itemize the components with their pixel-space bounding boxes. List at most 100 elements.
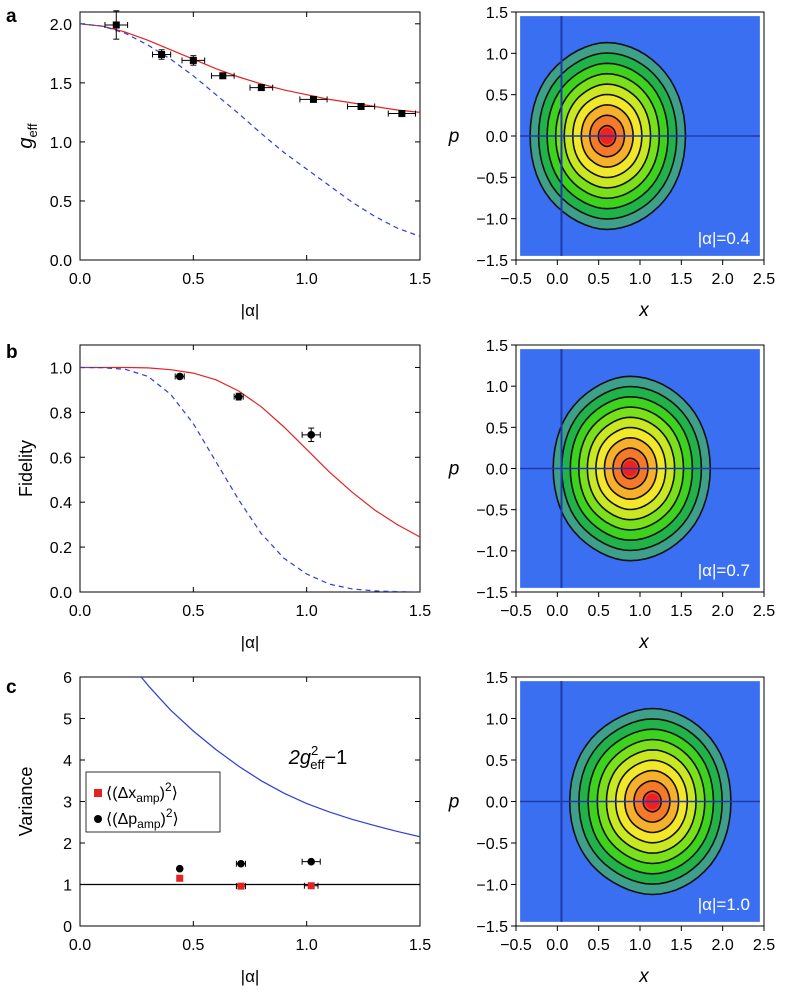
alpha-annotation: |α|=1.0 <box>698 895 750 914</box>
y-tick-label: −1.0 <box>476 212 508 229</box>
legend-marker-square <box>94 789 102 797</box>
y-tick-label: 0.0 <box>50 253 72 270</box>
x-tick-label: 0.0 <box>546 603 568 620</box>
x-tick-label: 0.0 <box>546 937 568 954</box>
series-line-theory <box>80 366 420 538</box>
y-axis-label: p <box>448 792 460 813</box>
legend-label-end: ⟩ <box>172 785 178 802</box>
panel-b: b 0.0 0.5 1.0 1.5 0.0 0.2 0.4 0.6 0.8 1.0 |α| Fideli… <box>6 342 431 652</box>
plot-frame <box>79 344 421 593</box>
data-point-circle <box>237 859 245 868</box>
x-tick-label: 1.5 <box>670 937 692 954</box>
y-tick-label: −0.5 <box>476 503 508 520</box>
wigner-panel-1: −0.5 0.0 0.5 1.0 1.5 2.0 2.5 −1.5 −1.0 −0.5 0.0 0.5… <box>448 5 776 321</box>
legend-label-post: ) <box>161 811 166 828</box>
series-line-classical <box>80 23 420 237</box>
legend: ⟨(Δxamp)2⟩⟨(Δpamp)2⟩ <box>85 771 221 833</box>
series-group <box>80 677 420 886</box>
y-tick-label: 2.0 <box>50 17 72 34</box>
data-point-circle <box>307 431 316 439</box>
y-tick-label: −1.5 <box>476 253 508 270</box>
y-tick-label: −0.5 <box>476 170 508 187</box>
legend-label-sub: amp <box>137 817 161 831</box>
y-axis-label-sub: eff <box>25 123 40 138</box>
panel-label: a <box>6 6 17 27</box>
y-tick-label: 1.5 <box>50 76 72 93</box>
legend-label: ⟨(Δpamp)2⟩ <box>106 806 179 831</box>
y-tick-label: 0.0 <box>486 462 508 479</box>
y-axis-label: Variance <box>16 767 36 837</box>
y-tick-label: 1.0 <box>50 135 72 152</box>
y-tick-label: 1.5 <box>486 338 508 355</box>
x-tick-label: 0.5 <box>588 603 610 620</box>
x-axis-label: x <box>638 966 650 987</box>
x-tick-label: −0.5 <box>500 603 532 620</box>
x-axis-label: x <box>638 632 650 653</box>
x-axis-label: x <box>638 300 650 321</box>
x-tick-label: 1.5 <box>409 271 431 288</box>
y-tick-label: −1.5 <box>476 919 508 936</box>
y-tick-label: 0.6 <box>50 450 72 467</box>
plot-frame <box>79 11 421 261</box>
panel-label: c <box>6 677 17 698</box>
data-point-circle <box>175 864 184 873</box>
y-axis-label-main: Fidelity <box>16 440 36 497</box>
y-tick-label: 0.5 <box>486 420 508 437</box>
curve-label: 2g2 eff−1 <box>288 743 348 772</box>
x-tick-label: 2.5 <box>753 271 775 288</box>
data-point-square <box>398 110 406 118</box>
x-tick-label: 2.0 <box>712 603 734 620</box>
y-tick-label: 0.0 <box>50 585 72 602</box>
series-line-2g_eff^2-1 <box>140 677 420 838</box>
y-axis-label: geff <box>15 123 40 149</box>
x-tick-label: 1.0 <box>296 271 318 288</box>
x-tick-label: 0.0 <box>69 271 91 288</box>
y-tick-label: −1.5 <box>476 585 508 602</box>
y-tick-label: −1.0 <box>476 878 508 895</box>
wigner-panel-2: −0.5 0.0 0.5 1.0 1.5 2.0 2.5 −1.5 −1.0 −0.5 0.0 0.5… <box>448 338 776 653</box>
x-tick-label: 1.5 <box>409 603 431 620</box>
y-tick-label: 0.8 <box>50 405 72 422</box>
x-tick-label: 1.5 <box>409 937 431 954</box>
y-tick-label: 0.2 <box>50 540 72 557</box>
y-tick-label: 6 <box>63 670 72 687</box>
y-axis-label-main: g <box>15 138 37 149</box>
legend-label-post: ) <box>160 785 165 802</box>
data-point-square <box>176 874 184 882</box>
y-axis-label: p <box>448 126 460 147</box>
y-tick-label: 0.0 <box>486 129 508 146</box>
x-tick-label: −0.5 <box>500 271 532 288</box>
x-tick-label: 1.5 <box>670 271 692 288</box>
alpha-annotation: |α|=0.4 <box>698 229 750 248</box>
x-tick-label: 0.0 <box>546 271 568 288</box>
y-tick-label: 1.5 <box>486 5 508 22</box>
legend-marker-circle <box>94 815 102 823</box>
data-point-square <box>237 882 245 890</box>
y-tick-label: 0.5 <box>486 753 508 770</box>
data-point-square <box>189 56 197 64</box>
data-point-square <box>219 72 227 80</box>
y-tick-label: −0.5 <box>476 836 508 853</box>
x-tick-label: 1.0 <box>296 603 318 620</box>
y-tick-label: 3 <box>63 795 72 812</box>
x-tick-label: 1.0 <box>629 603 651 620</box>
y-tick-label: 1.5 <box>486 670 508 687</box>
panel-label: b <box>6 342 18 363</box>
y-tick-label: 1.0 <box>486 46 508 63</box>
y-tick-label: 0.5 <box>486 88 508 105</box>
y-tick-label: 1.0 <box>486 379 508 396</box>
wigner-panel-3: −0.5 0.0 0.5 1.0 1.5 2.0 2.5 −1.5 −1.0 −0.5 0.0 0.5… <box>448 670 776 987</box>
data-point-square <box>309 95 317 103</box>
alpha-annotation: |α|=0.7 <box>698 561 750 580</box>
x-tick-label: 2.5 <box>753 603 775 620</box>
data-point-circle <box>234 392 243 401</box>
y-axis-label: p <box>448 459 460 480</box>
x-axis-label: |α| <box>241 633 260 652</box>
y-tick-label: −1.0 <box>476 544 508 561</box>
y-tick-label: 1.0 <box>486 712 508 729</box>
curve-label-prefix: 2g <box>288 747 311 769</box>
y-tick-label: 0.4 <box>50 495 72 512</box>
legend-label-sup: 2 <box>166 806 173 820</box>
